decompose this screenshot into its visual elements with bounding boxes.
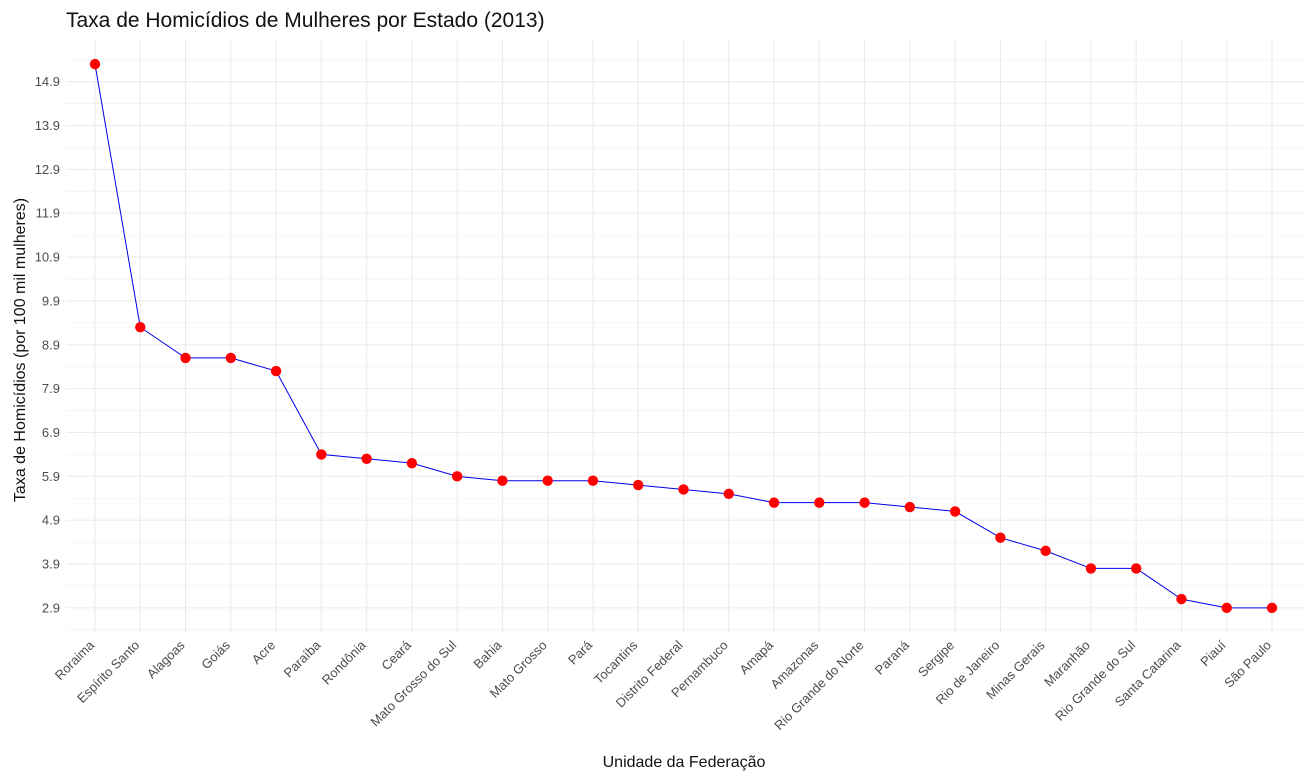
- y-tick-label: 6.9: [42, 425, 60, 440]
- data-point: [135, 322, 146, 333]
- y-axis-title: Taxa de Homicídios (por 100 mil mulheres…: [12, 198, 29, 502]
- x-tick-label: Rio Grande do Sul: [1052, 637, 1138, 723]
- data-point: [180, 352, 191, 364]
- data-point: [361, 453, 372, 464]
- y-tick-label: 12.9: [35, 162, 60, 177]
- x-tick-label: Mato Grosso do Sul: [367, 637, 459, 729]
- data-point: [995, 532, 1006, 543]
- x-tick-label: Rio Grande do Norte: [771, 638, 866, 733]
- x-tick-label: São Paulo: [1221, 638, 1274, 691]
- y-axis-ticks: 2.9 3.9 4.9 5.9 6.9 7.9 8.9 9.9 10.9 11.9 12.9 13.9…: [35, 74, 60, 615]
- y-tick-label: 3.9: [42, 557, 60, 572]
- data-point: [316, 449, 327, 460]
- data-point: [633, 479, 644, 491]
- data-points: [89, 58, 1278, 614]
- x-tick-label: Paraíba: [281, 637, 324, 680]
- data-point: [1221, 602, 1232, 614]
- y-tick-label: 4.9: [42, 513, 60, 528]
- y-tick-label: 14.9: [35, 74, 60, 89]
- data-point: [859, 497, 870, 508]
- x-tick-label: Piauí: [1197, 637, 1229, 669]
- data-point: [949, 506, 961, 517]
- data-point: [904, 501, 916, 513]
- data-point: [225, 352, 237, 364]
- x-tick-label: Roraima: [52, 637, 98, 683]
- y-tick-label: 11.9: [36, 206, 60, 221]
- data-point: [587, 475, 599, 486]
- chart-title: Taxa de Homicídios de Mulheres por Estad…: [66, 9, 545, 32]
- data-point: [768, 497, 780, 508]
- x-tick-label: Sergipe: [915, 638, 957, 680]
- data-point: [1085, 563, 1097, 574]
- data-point: [723, 488, 734, 500]
- data-point: [814, 497, 825, 508]
- y-tick-label: 5.9: [42, 469, 60, 484]
- x-tick-label: Paraná: [872, 637, 913, 678]
- data-point: [1130, 563, 1142, 574]
- data-point: [497, 475, 508, 486]
- data-point: [1040, 545, 1051, 557]
- y-tick-label: 9.9: [42, 293, 60, 308]
- data-point: [451, 471, 463, 482]
- grid: [66, 40, 1304, 632]
- x-tick-label: Rondônia: [319, 637, 370, 688]
- x-tick-label: Acre: [249, 638, 279, 668]
- data-point: [406, 457, 418, 469]
- y-tick-label: 2.9: [42, 600, 60, 615]
- x-tick-label: Bahia: [470, 637, 505, 672]
- data-point: [678, 484, 689, 495]
- data-point: [89, 58, 101, 70]
- x-tick-label: Amapá: [736, 637, 776, 677]
- y-tick-label: 7.9: [42, 381, 60, 396]
- x-tick-label: Goiás: [198, 637, 233, 672]
- data-point: [270, 365, 282, 377]
- data-point: [1176, 593, 1187, 605]
- data-point: [1266, 602, 1278, 614]
- y-tick-label: 13.9: [35, 118, 60, 133]
- x-tick-label: Ceará: [378, 637, 414, 673]
- x-tick-label: Alagoas: [144, 637, 188, 681]
- data-point: [542, 475, 553, 486]
- y-tick-label: 10.9: [35, 250, 60, 265]
- y-tick-label: 8.9: [42, 337, 60, 352]
- x-axis-title: Unidade da Federação: [603, 754, 766, 771]
- x-tick-label: Pará: [565, 637, 596, 668]
